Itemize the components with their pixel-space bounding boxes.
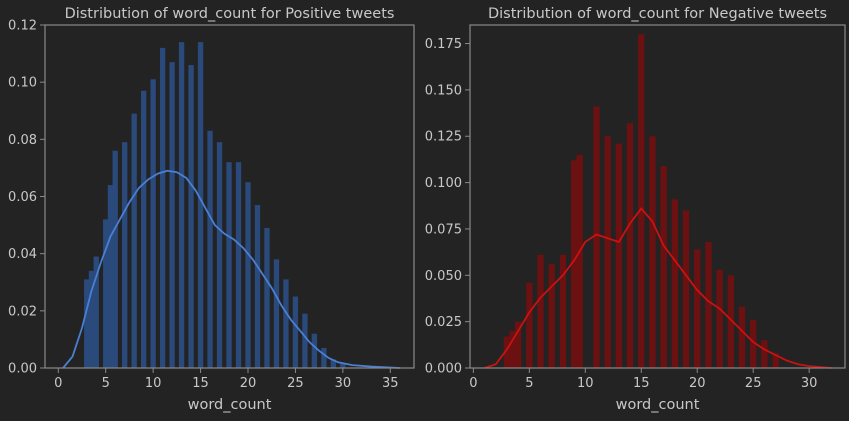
histogram-bar	[716, 269, 723, 368]
y-tick-label: 0.02	[8, 304, 37, 319]
chart-title: Distribution of word_count for Positive …	[65, 6, 395, 22]
histogram-bar	[604, 136, 611, 368]
histogram-bar	[694, 249, 701, 368]
y-tick-label: 0.100	[425, 176, 462, 191]
subplot-1: 0 5 10 15 20 25 30 35 0.00 0.02 0.04 0.06 0.08 0.10 0.…	[8, 6, 415, 413]
y-tick-label: 0.075	[425, 222, 462, 237]
x-tick-label: 20	[689, 376, 706, 391]
axes-frame	[469, 24, 846, 369]
histogram-bar	[273, 259, 280, 368]
x-tick-label: 10	[145, 376, 162, 391]
histogram-bar	[761, 340, 768, 368]
histogram-bar	[131, 113, 137, 368]
x-tick-label: 10	[577, 376, 594, 391]
histogram-bar	[727, 275, 734, 368]
histogram-bar	[570, 160, 578, 368]
histogram-bar	[207, 130, 213, 368]
x-tick-label: 0	[469, 376, 477, 391]
histogram-bar	[188, 65, 194, 369]
x-tick-label: 25	[287, 376, 304, 391]
subplot-2: 0 5 10 15 20 25 30 0.000 0.025 0.050 0.075 0.100 0.1…	[425, 6, 846, 413]
histogram-bar	[112, 150, 118, 368]
histogram-bar	[526, 282, 533, 368]
histogram-bar	[593, 106, 600, 368]
histogram-bar	[302, 313, 308, 368]
x-axis-label: word_count	[188, 397, 272, 413]
x-tick-label: 15	[633, 376, 650, 391]
histogram-bar	[509, 330, 516, 368]
x-tick-label: 5	[102, 376, 110, 391]
histogram-bar	[615, 143, 623, 368]
histogram-bar	[330, 359, 337, 368]
histogram-bar	[537, 254, 544, 368]
histogram-bar	[311, 333, 318, 368]
histogram-bar	[283, 279, 289, 368]
y-tick-label: 0.025	[425, 315, 462, 330]
histogram-bar	[705, 241, 712, 368]
y-tick-label: 0.150	[425, 83, 462, 98]
histogram-bar	[559, 254, 567, 368]
kde-line	[62, 169, 400, 369]
histogram-bar	[576, 154, 583, 368]
histogram-bar	[122, 142, 128, 368]
histogram-bar	[682, 210, 690, 368]
histogram-bar	[103, 219, 109, 368]
y-tick-label: 0.000	[425, 362, 462, 377]
histogram-bar	[178, 42, 185, 369]
x-tick-label: 0	[54, 376, 62, 391]
histogram-bar	[638, 34, 645, 369]
y-tick-label: 0.00	[8, 362, 37, 377]
histogram-bar	[626, 123, 634, 368]
y-tick-label: 0.06	[8, 190, 37, 205]
x-tick-label: 15	[192, 376, 209, 391]
histogram-bar	[159, 47, 166, 369]
histogram-bar	[750, 319, 757, 368]
x-tick-label: 30	[801, 376, 818, 391]
x-tick-label: 25	[745, 376, 762, 391]
x-tick-label: 35	[382, 376, 399, 391]
histogram-bar	[107, 185, 114, 368]
histogram-bar	[216, 142, 223, 368]
histogram-bar	[292, 296, 299, 368]
x-tick-label: 20	[240, 376, 257, 391]
histogram-bar	[254, 205, 261, 368]
histogram-bar	[340, 363, 346, 368]
x-tick-label: 5	[525, 376, 533, 391]
histogram-bar	[169, 62, 175, 368]
histogram-bar	[321, 347, 327, 368]
histogram-bar	[660, 165, 667, 368]
histogram-bar	[671, 199, 678, 368]
y-tick-label: 0.050	[425, 269, 462, 284]
histogram-bar	[264, 227, 270, 368]
y-tick-label: 0.08	[8, 133, 37, 148]
y-tick-label: 0.125	[425, 130, 462, 145]
y-tick-label: 0.175	[425, 37, 462, 52]
histogram-bar	[140, 90, 147, 369]
histogram-bar	[738, 306, 746, 368]
histogram-bar	[503, 336, 511, 368]
histogram-bar	[235, 162, 242, 368]
y-tick-label: 0.12	[8, 19, 37, 34]
histogram-bar	[84, 279, 90, 368]
histogram-bar	[197, 42, 204, 369]
x-tick-label: 30	[335, 376, 352, 391]
histogram-bar	[245, 182, 251, 368]
y-tick-label: 0.10	[8, 76, 37, 91]
histogram-bar	[772, 353, 779, 368]
histogram-bar	[548, 264, 555, 368]
histogram-bar	[88, 270, 95, 368]
histogram-bar	[514, 321, 522, 368]
histogram-bar	[93, 256, 99, 368]
histogram-bar	[649, 136, 656, 368]
x-axis-label: word_count	[616, 397, 700, 413]
histogram-bar	[226, 162, 232, 368]
kde-line	[484, 207, 832, 369]
chart-title: Distribution of word_count for Negative …	[488, 6, 827, 22]
y-tick-label: 0.04	[8, 247, 37, 262]
histogram-bar	[150, 79, 156, 368]
